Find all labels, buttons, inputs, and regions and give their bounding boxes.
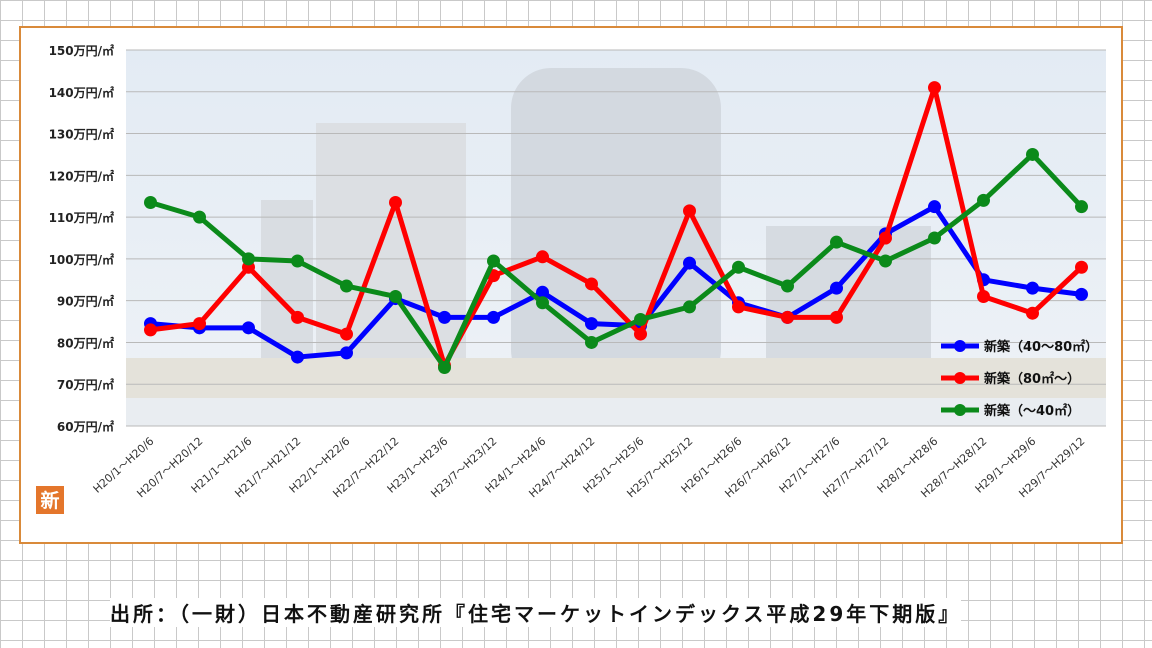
background-photo — [126, 50, 1106, 426]
data-point — [585, 277, 598, 291]
series-line — [148, 204, 1084, 360]
data-point — [1075, 287, 1088, 301]
legend-label: 新築（～40㎡） — [984, 403, 1080, 419]
data-point — [732, 260, 745, 274]
data-point — [291, 350, 304, 364]
data-point — [536, 296, 549, 310]
data-point — [1026, 306, 1039, 320]
data-point — [928, 81, 941, 95]
legend-item: 新築（～40㎡） — [941, 403, 1080, 419]
data-point — [879, 254, 892, 268]
data-point — [634, 312, 647, 326]
y-tick-label: 60万円/㎡ — [57, 419, 114, 434]
legend-marker — [954, 372, 966, 384]
y-tick-label: 80万円/㎡ — [57, 335, 114, 350]
data-point — [242, 252, 255, 266]
data-point — [830, 235, 843, 249]
y-tick-label: 120万円/㎡ — [49, 168, 114, 183]
data-point — [340, 327, 353, 341]
data-point — [291, 310, 304, 324]
line-chart: 60万円/㎡ 70万円/㎡ 80万円/㎡ 90万円/㎡ 100万円/㎡ 110万円/㎡ 12… — [36, 43, 1106, 514]
data-point — [830, 281, 843, 295]
data-point — [1075, 260, 1088, 274]
data-point — [879, 231, 892, 245]
y-tick-label: 140万円/㎡ — [49, 85, 114, 100]
data-point — [536, 285, 549, 299]
data-point — [1026, 281, 1039, 295]
new-badge-icon: 新 — [36, 486, 64, 514]
legend-marker — [954, 340, 966, 352]
svg-text:新: 新 — [40, 489, 59, 512]
data-point — [585, 335, 598, 349]
data-point — [1075, 200, 1088, 214]
legend-item: 新築（40～80㎡） — [941, 339, 1098, 355]
data-point — [830, 310, 843, 324]
data-point — [928, 200, 941, 214]
data-point — [977, 193, 990, 207]
series-line — [148, 85, 1084, 368]
y-tick-label: 90万円/㎡ — [57, 294, 114, 309]
y-tick-label: 70万円/㎡ — [57, 377, 114, 392]
data-point — [438, 361, 451, 375]
data-point — [340, 279, 353, 293]
source-caption: 出所：（一財）日本不動産研究所『住宅マーケットインデックス平成29年下期版』 — [110, 598, 962, 627]
data-point — [732, 300, 745, 314]
data-point — [536, 250, 549, 264]
data-point — [585, 317, 598, 331]
legend-item: 新築（80㎡～） — [941, 371, 1080, 387]
series-3 — [144, 147, 1088, 375]
y-tick-label: 130万円/㎡ — [49, 127, 114, 142]
chart-frame: 60万円/㎡ 70万円/㎡ 80万円/㎡ 90万円/㎡ 100万円/㎡ 110万円/㎡ 12… — [19, 26, 1123, 544]
data-point — [242, 321, 255, 335]
legend-marker — [954, 404, 966, 416]
data-point — [144, 195, 157, 209]
data-point — [683, 204, 696, 218]
data-point — [683, 300, 696, 314]
data-point — [193, 317, 206, 331]
series-2 — [144, 81, 1088, 372]
y-tick-label: 100万円/㎡ — [49, 252, 114, 267]
data-point — [634, 327, 647, 341]
data-point — [683, 256, 696, 270]
data-point — [389, 195, 402, 209]
data-point — [340, 346, 353, 360]
data-point — [781, 310, 794, 324]
data-point — [291, 254, 304, 268]
data-point — [144, 323, 157, 337]
y-tick-label: 150万円/㎡ — [49, 43, 114, 58]
data-point — [781, 279, 794, 293]
data-point — [389, 289, 402, 303]
data-point — [928, 231, 941, 245]
data-point — [977, 289, 990, 303]
series-1 — [144, 200, 1088, 364]
legend-label: 新築（40～80㎡） — [984, 339, 1098, 355]
data-point — [1026, 147, 1039, 161]
data-point — [438, 310, 451, 324]
legend-label: 新築（80㎡～） — [984, 371, 1080, 387]
data-point — [193, 210, 206, 224]
data-point — [487, 254, 500, 268]
y-tick-label: 110万円/㎡ — [49, 210, 114, 225]
series-line — [148, 151, 1084, 371]
data-point — [487, 310, 500, 324]
